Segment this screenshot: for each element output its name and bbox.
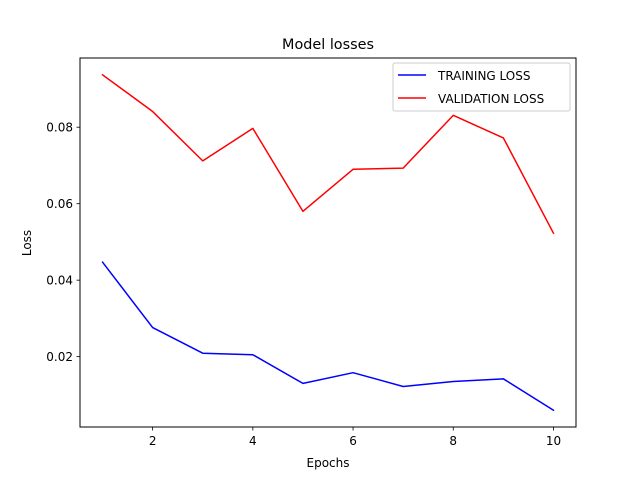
y-tick-label: 0.02 xyxy=(46,350,73,364)
legend-label-validation-loss: VALIDATION LOSS xyxy=(438,92,544,106)
series-line-training-loss xyxy=(101,261,555,412)
plot-area-frame xyxy=(79,57,577,428)
y-axis-label: Loss xyxy=(20,230,34,256)
legend-box xyxy=(392,62,571,112)
legend: TRAINING LOSS VALIDATION LOSS xyxy=(392,62,571,112)
y-axis-ticks: 0.02 0.04 0.06 0.08 xyxy=(46,121,80,364)
y-tick-label: 0.04 xyxy=(46,274,73,288)
series-line-validation-loss xyxy=(101,73,555,235)
x-tick-label: 4 xyxy=(249,434,257,448)
x-axis-label: Epochs xyxy=(307,456,350,470)
chart-title: Model losses xyxy=(282,37,374,53)
y-tick-label: 0.06 xyxy=(46,197,73,211)
legend-label-training-loss: TRAINING LOSS xyxy=(437,69,530,83)
x-axis-ticks: 2 4 6 8 10 xyxy=(149,427,561,448)
y-tick-label: 0.08 xyxy=(46,121,73,135)
series-lines xyxy=(101,73,555,412)
x-tick-label: 6 xyxy=(349,434,357,448)
x-tick-label: 2 xyxy=(149,434,157,448)
x-tick-label: 10 xyxy=(546,434,561,448)
x-tick-label: 8 xyxy=(449,434,457,448)
